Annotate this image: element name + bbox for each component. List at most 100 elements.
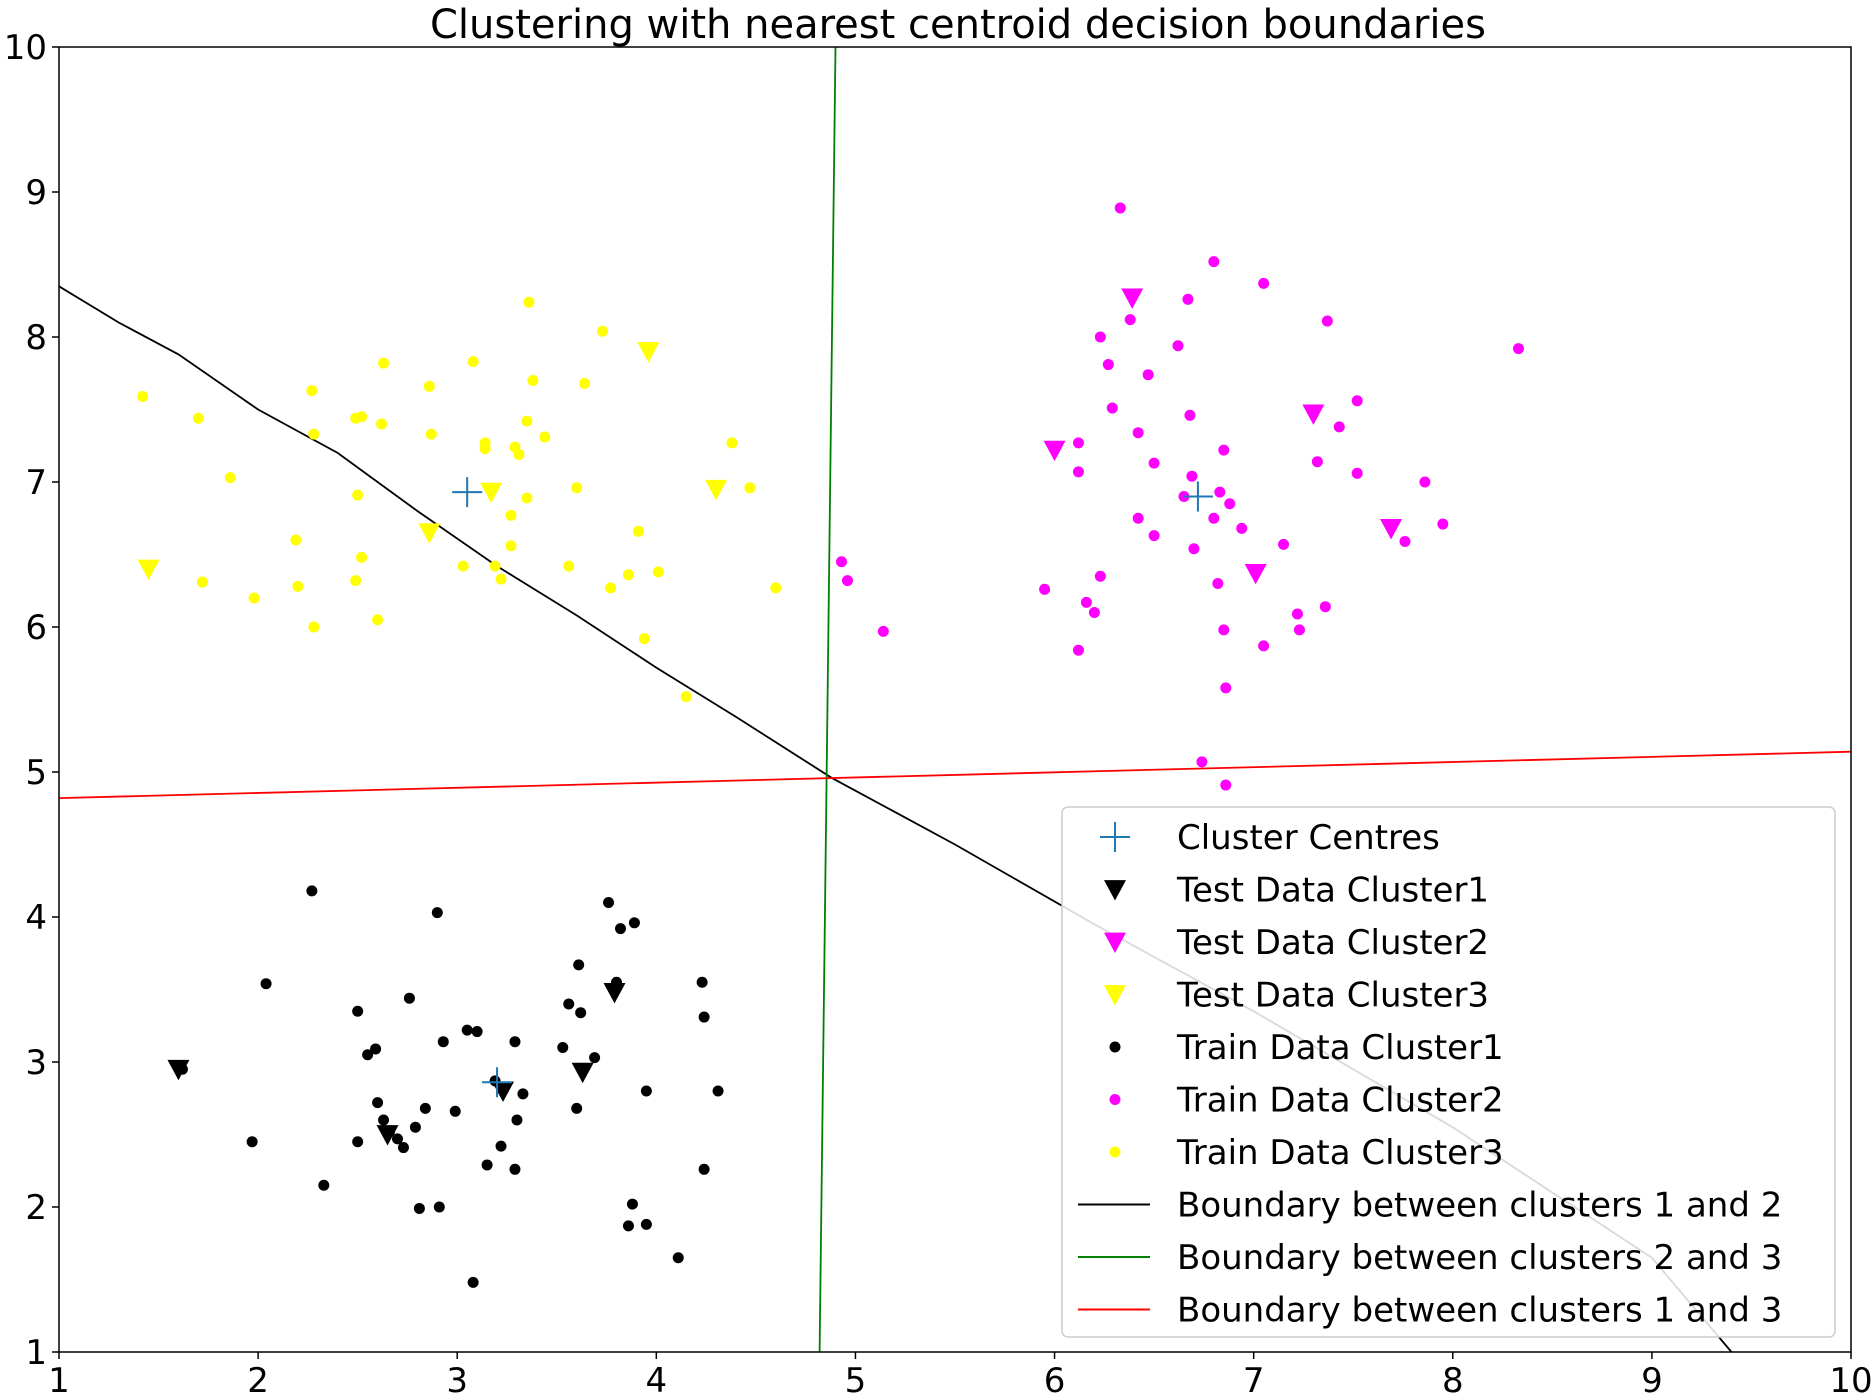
data-point: [571, 1062, 594, 1084]
data-point: [622, 569, 634, 581]
legend-label: Boundary between clusters 1 and 3: [1177, 1291, 1782, 1331]
data-point: [744, 482, 756, 494]
legend: Cluster Centres Test Data Cluster1 Test Da…: [1061, 806, 1836, 1338]
data-point: [575, 1007, 587, 1019]
legend-entry-cluster-centres: Cluster Centres: [1100, 818, 1440, 858]
data-point: [523, 296, 535, 308]
x-tick-label: 8: [1442, 1361, 1464, 1399]
data-point: [376, 1125, 399, 1146]
series-test-data-cluster3: [137, 342, 728, 580]
cluster-centre-marker: [452, 477, 483, 508]
legend-marker-swatch: [1104, 880, 1126, 901]
data-point: [1184, 409, 1196, 421]
axis-ticks: 1 2 3 4 5 6 7 8 9 10 1 2 3 4 5 6 7 8 9 10: [4, 28, 1873, 1399]
data-point: [1114, 202, 1126, 214]
data-point: [378, 357, 390, 369]
data-point: [356, 551, 368, 563]
series-train-data-cluster1: [176, 885, 724, 1288]
data-point: [467, 356, 479, 368]
y-tick-label: 7: [25, 463, 47, 503]
cluster-centre-marker: [1182, 481, 1213, 512]
data-point: [628, 917, 640, 929]
data-point: [248, 592, 260, 604]
data-point: [372, 614, 384, 626]
data-point: [603, 983, 626, 1004]
data-point: [1351, 395, 1363, 407]
data-point: [1043, 440, 1066, 462]
data-point: [1148, 457, 1160, 469]
data-point: [1319, 601, 1331, 613]
legend-entry-boundary-between-clusters-1-and-3: Boundary between clusters 1 and 3: [1078, 1291, 1782, 1331]
legend-label: Test Data Cluster1: [1176, 871, 1489, 911]
data-point: [1186, 470, 1198, 482]
x-tick-label: 10: [1829, 1361, 1872, 1399]
data-point: [1291, 608, 1303, 620]
data-point: [467, 1276, 479, 1288]
data-point: [437, 1036, 449, 1048]
series-cluster-centres: [452, 477, 1213, 1098]
data-point: [362, 1049, 374, 1061]
data-point: [573, 959, 585, 971]
data-point: [196, 576, 208, 588]
boundary-line: [58, 750, 1852, 799]
series-test-data-cluster2: [1043, 288, 1403, 585]
y-tick-label: 2: [25, 1188, 47, 1228]
data-point: [1302, 404, 1325, 425]
data-point: [308, 428, 320, 440]
legend-entry-train-data-cluster3: Train Data Cluster3: [1109, 1133, 1504, 1173]
legend-entry-test-data-cluster1: Test Data Cluster1: [1104, 871, 1489, 911]
data-point: [1106, 402, 1118, 414]
data-point: [1080, 596, 1092, 608]
legend-label: Cluster Centres: [1177, 818, 1440, 858]
data-point: [481, 1159, 493, 1171]
y-tick-label: 1: [25, 1333, 47, 1373]
y-tick-label: 8: [25, 318, 47, 358]
x-tick-label: 2: [247, 1361, 269, 1399]
data-point: [409, 1121, 421, 1133]
data-point: [877, 625, 889, 637]
legend-label: Test Data Cluster2: [1176, 923, 1489, 963]
data-point: [640, 1218, 652, 1230]
data-point: [622, 1220, 634, 1232]
legend-marker-swatch: [1100, 822, 1130, 852]
plot-frame: [58, 46, 1852, 1353]
data-point: [1121, 288, 1144, 309]
cluster-centre-marker: [482, 1067, 513, 1098]
data-point: [1132, 512, 1144, 524]
data-point: [527, 375, 539, 386]
data-point: [246, 1136, 258, 1148]
x-tick-label: 5: [845, 1361, 867, 1399]
series-boundary-between-clusters-2-and-3: [818, 46, 837, 1353]
x-tick-label: 1: [48, 1361, 70, 1399]
data-point: [1208, 256, 1220, 268]
data-point: [1399, 535, 1411, 547]
data-point: [836, 556, 848, 568]
data-point: [372, 1097, 384, 1109]
x-tick-label: 3: [446, 1361, 468, 1399]
data-point: [509, 1036, 521, 1048]
data-point: [1258, 640, 1270, 652]
data-point: [479, 443, 491, 455]
data-point: [1258, 277, 1270, 289]
plot-area: [58, 46, 1852, 1353]
data-point: [419, 1102, 431, 1114]
data-point: [1182, 293, 1194, 305]
data-point: [1224, 498, 1236, 510]
data-point: [292, 580, 304, 592]
data-point: [1132, 427, 1144, 439]
data-point: [1072, 437, 1084, 449]
legend-label: Boundary between clusters 2 and 3: [1177, 1238, 1782, 1278]
data-point: [1124, 314, 1136, 326]
data-point: [1094, 331, 1106, 343]
y-tick-label: 4: [25, 898, 47, 938]
data-point: [306, 385, 318, 397]
data-point: [672, 1252, 684, 1264]
data-point: [137, 559, 160, 580]
data-point: [308, 621, 320, 633]
data-point: [352, 489, 364, 501]
data-point: [1072, 644, 1084, 656]
data-point: [370, 1043, 382, 1055]
legend-marker-swatch: [1109, 1094, 1121, 1105]
data-point: [306, 885, 318, 897]
legend-label: Train Data Cluster3: [1176, 1133, 1504, 1173]
